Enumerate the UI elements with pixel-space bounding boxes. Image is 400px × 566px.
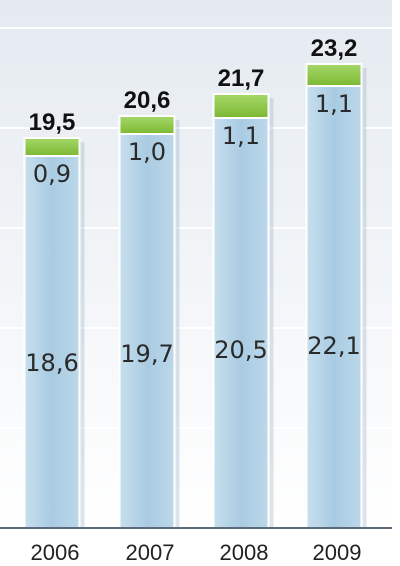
segment-label-base: 18,6	[25, 349, 78, 377]
bar-segment-base	[305, 85, 363, 529]
segment-label-top: 1,1	[315, 90, 353, 118]
labels: 19,5 0,9 18,6 2006 20,6 1,0 19,7 2007 21,7 1,1 20,…	[25, 35, 361, 565]
segment-label-base: 19,7	[120, 340, 173, 368]
total-label: 20,6	[124, 87, 171, 114]
total-label: 21,7	[218, 65, 265, 92]
bars	[23, 63, 367, 529]
total-label: 23,2	[311, 35, 358, 62]
segment-label-base: 22,1	[307, 332, 360, 360]
x-tick-label: 2007	[126, 540, 175, 565]
bar-segment-base	[118, 133, 176, 529]
x-tick-label: 2009	[313, 540, 362, 565]
bar-segment-top	[118, 115, 176, 135]
bar-segment-top	[305, 63, 363, 87]
bar-segment-base	[23, 155, 81, 529]
bar-segment-top	[212, 93, 270, 119]
segment-label-top: 1,0	[128, 138, 166, 166]
bar-segment-base	[212, 117, 270, 529]
total-label: 19,5	[29, 109, 76, 136]
segment-label-top: 0,9	[33, 160, 71, 188]
x-tick-label: 2008	[220, 540, 269, 565]
segment-label-base: 20,5	[214, 336, 267, 364]
segment-label-top: 1,1	[222, 122, 260, 150]
x-tick-label: 2006	[31, 540, 80, 565]
bar-segment-top	[23, 137, 81, 157]
